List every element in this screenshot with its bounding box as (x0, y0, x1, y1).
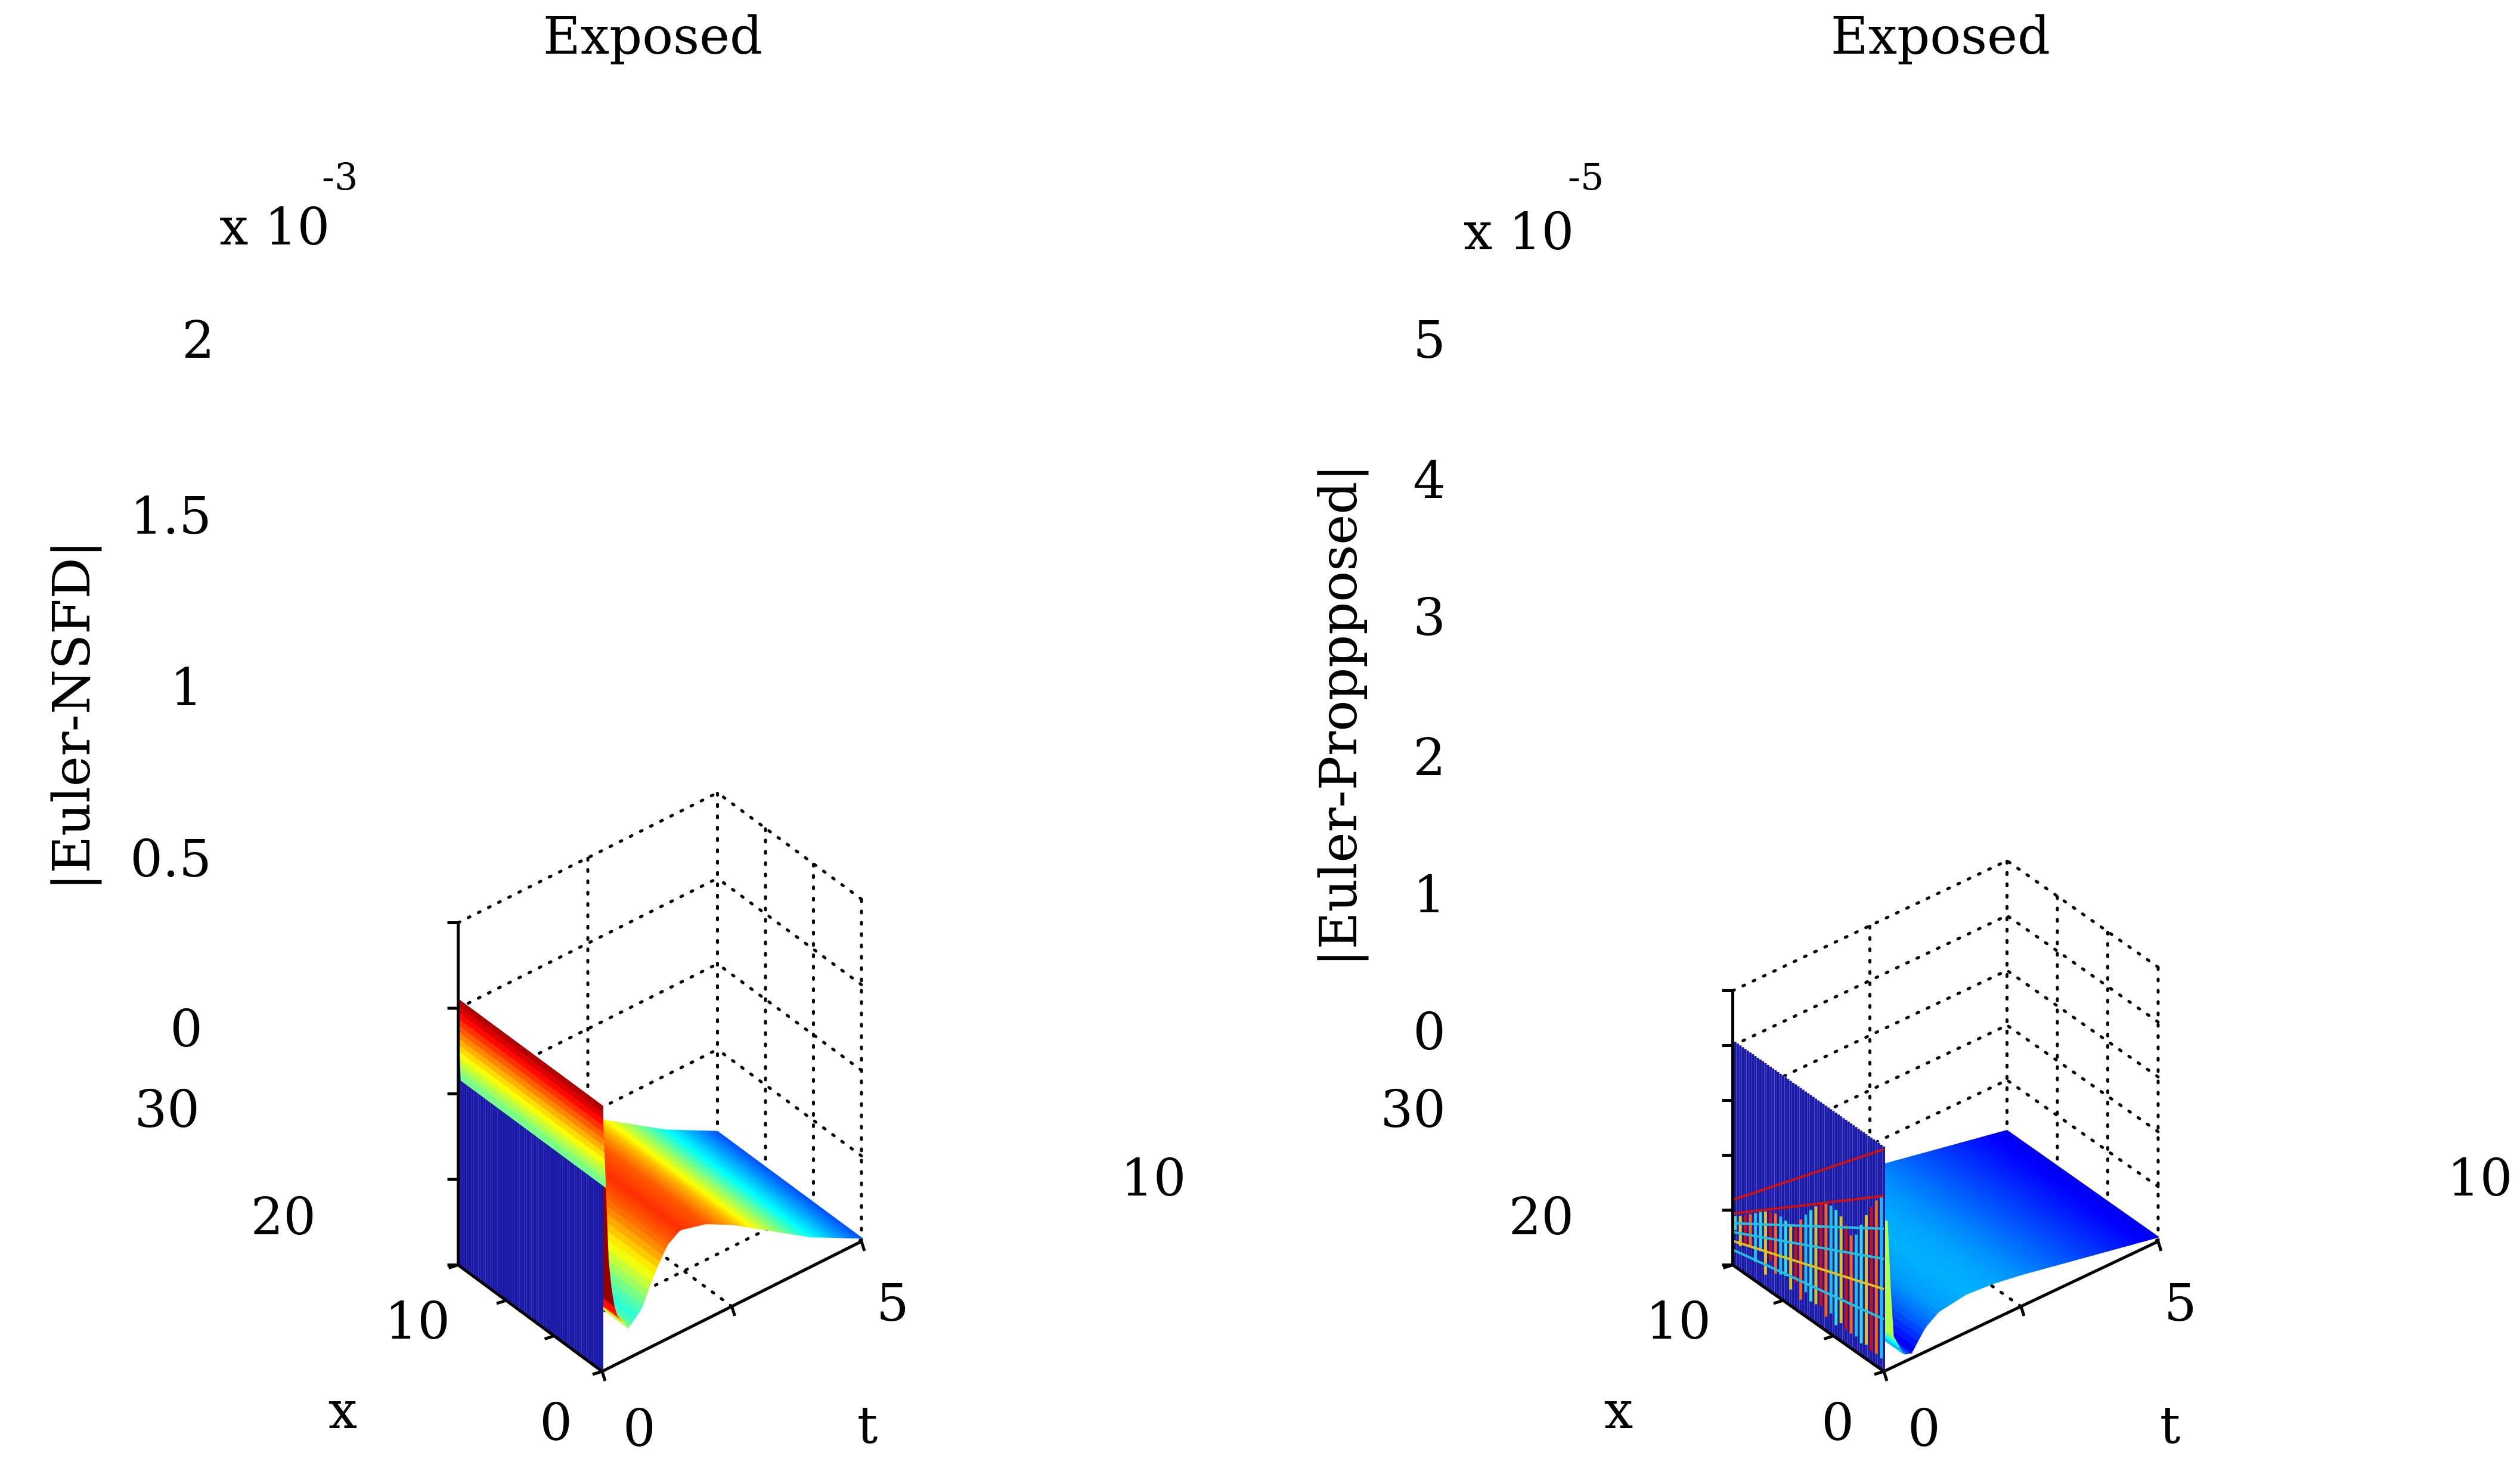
wall-band (1732, 1249, 1884, 1321)
axis-line (1823, 1334, 1834, 1340)
z-tick: 0 (1413, 1002, 1446, 1062)
axis-line (1874, 1370, 1884, 1376)
wall-band (1732, 1231, 1884, 1261)
chart-left: Exposed x 10 -3 2 1.5 1 0.5 0 30 20 10 0… (42, 7, 1186, 1458)
z-tick: 4 (1413, 451, 1446, 510)
t-axis-label: t (857, 1396, 878, 1455)
grid-line (716, 1048, 863, 1157)
axis-line (1882, 1371, 1889, 1382)
z-tick: 0.5 (130, 829, 212, 889)
x-tick: 20 (1509, 1187, 1574, 1247)
wall-band (1732, 1194, 1884, 1215)
axes (447, 921, 866, 1382)
grid-line (2006, 1079, 2160, 1188)
axis-line (600, 1371, 607, 1382)
x-axis-label: x (328, 1381, 358, 1441)
z-tick: 1 (170, 658, 203, 717)
z-tick: 2 (1413, 728, 1446, 788)
chart-right: Exposed x 10 -5 5 4 3 2 1 0 30 20 10 0 0… (1309, 7, 2512, 1458)
axes (1722, 989, 2163, 1382)
z-exponent: -3 (322, 155, 358, 199)
axis-line (496, 1299, 507, 1305)
grid-line (2006, 1024, 2160, 1133)
x-tick: 30 (135, 1080, 200, 1139)
chart-title: Exposed (1831, 7, 2050, 66)
axis-line (544, 1334, 555, 1340)
t-axis-label: t (2160, 1396, 2181, 1455)
z-tick: 2 (182, 311, 215, 370)
x-tick: 30 (1381, 1080, 1446, 1139)
z-tick: 1.5 (130, 487, 212, 546)
axis-line (730, 1306, 736, 1317)
wall-band (1732, 1222, 1884, 1230)
wall-band (1732, 1148, 1884, 1201)
x-axis-label: x (1604, 1381, 1633, 1441)
axis-line (2019, 1306, 2026, 1317)
x-tick: 20 (251, 1187, 316, 1247)
chart-title: Exposed (543, 7, 762, 66)
grid-line (457, 791, 719, 924)
grid-line (716, 791, 863, 901)
z-tick: 5 (1413, 311, 1446, 370)
t-tick: 10 (1121, 1148, 1186, 1208)
wall-surface (1731, 1040, 1885, 1371)
axis-line (457, 1263, 603, 1373)
wall-drop (460, 1072, 606, 1188)
x-tick: 0 (540, 1393, 572, 1452)
t-tick: 10 (2447, 1148, 2512, 1208)
t-tick: 0 (1908, 1399, 1941, 1458)
z-multiplier: x 10 (1464, 202, 1574, 262)
t-tick: 5 (876, 1274, 909, 1333)
z-axis-label: |Euler-Proppposed| (1309, 464, 1369, 967)
wall-surface (457, 998, 606, 1371)
wall-band (1732, 1240, 1884, 1290)
grid-line (1731, 914, 2008, 1047)
grid-line (457, 877, 719, 1010)
grid-line (2006, 859, 2160, 969)
axis-line (592, 1370, 603, 1376)
x-tick: 10 (1646, 1292, 1711, 1351)
z-multiplier: x 10 (219, 197, 330, 257)
x-tick: 0 (1821, 1393, 1854, 1452)
grid-line (716, 877, 863, 986)
axis-line (860, 1241, 866, 1252)
axis-line (2156, 1241, 2163, 1252)
t-tick: 0 (623, 1399, 656, 1458)
z-tick: 1 (1413, 865, 1446, 925)
x-tick: 10 (385, 1292, 450, 1351)
grid-line (2006, 914, 2160, 1024)
z-tick: 3 (1413, 588, 1446, 648)
t-tick: 5 (2164, 1274, 2197, 1333)
axis-line (1732, 1263, 1885, 1373)
grid-line (716, 962, 863, 1072)
z-tick: 0 (170, 999, 203, 1059)
z-exponent: -5 (1568, 155, 1604, 199)
grid-line (2006, 969, 2160, 1079)
axis-line (1773, 1299, 1784, 1305)
z-axis-label: |Euler-NSFD| (42, 540, 102, 890)
